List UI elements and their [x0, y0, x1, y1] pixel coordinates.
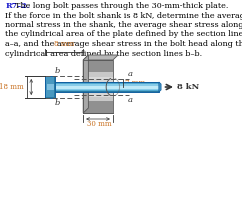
Bar	[46, 77, 54, 97]
Bar	[83, 60, 113, 113]
Bar	[83, 77, 113, 97]
Bar	[55, 83, 159, 91]
Polygon shape	[83, 55, 88, 113]
Text: 8 kN: 8 kN	[177, 83, 200, 91]
Bar	[45, 76, 55, 98]
Text: a: a	[128, 96, 133, 104]
Text: R7–2.: R7–2.	[5, 2, 30, 10]
Bar	[55, 84, 159, 90]
Text: the cylindrical area of the plate defined by the section lines: the cylindrical area of the plate define…	[5, 30, 242, 38]
Polygon shape	[159, 82, 161, 92]
Bar	[83, 60, 113, 72]
Text: normal stress in the shank, the average shear stress along: normal stress in the shank, the average …	[5, 21, 242, 29]
Text: a: a	[128, 70, 133, 78]
Polygon shape	[83, 55, 118, 60]
Text: 7 mm: 7 mm	[125, 79, 145, 87]
Bar	[55, 86, 159, 88]
Text: a–a, and the average shear stress in the bolt head along the: a–a, and the average shear stress in the…	[5, 40, 242, 48]
Text: 8 mm: 8 mm	[54, 40, 74, 48]
Text: b: b	[55, 99, 60, 107]
Text: b: b	[55, 67, 60, 75]
Bar	[47, 84, 54, 90]
Bar	[55, 82, 159, 92]
Bar	[83, 101, 113, 113]
Text: The long bolt passes through the 30-mm-thick plate.: The long bolt passes through the 30-mm-t…	[5, 2, 229, 10]
Text: cylindrical area defined by the section lines b–b.: cylindrical area defined by the section …	[5, 49, 202, 58]
Text: 18 mm: 18 mm	[0, 83, 24, 91]
Text: If the force in the bolt shank is 8 kN, determine the average: If the force in the bolt shank is 8 kN, …	[5, 11, 242, 20]
Text: 30 mm: 30 mm	[87, 120, 112, 128]
